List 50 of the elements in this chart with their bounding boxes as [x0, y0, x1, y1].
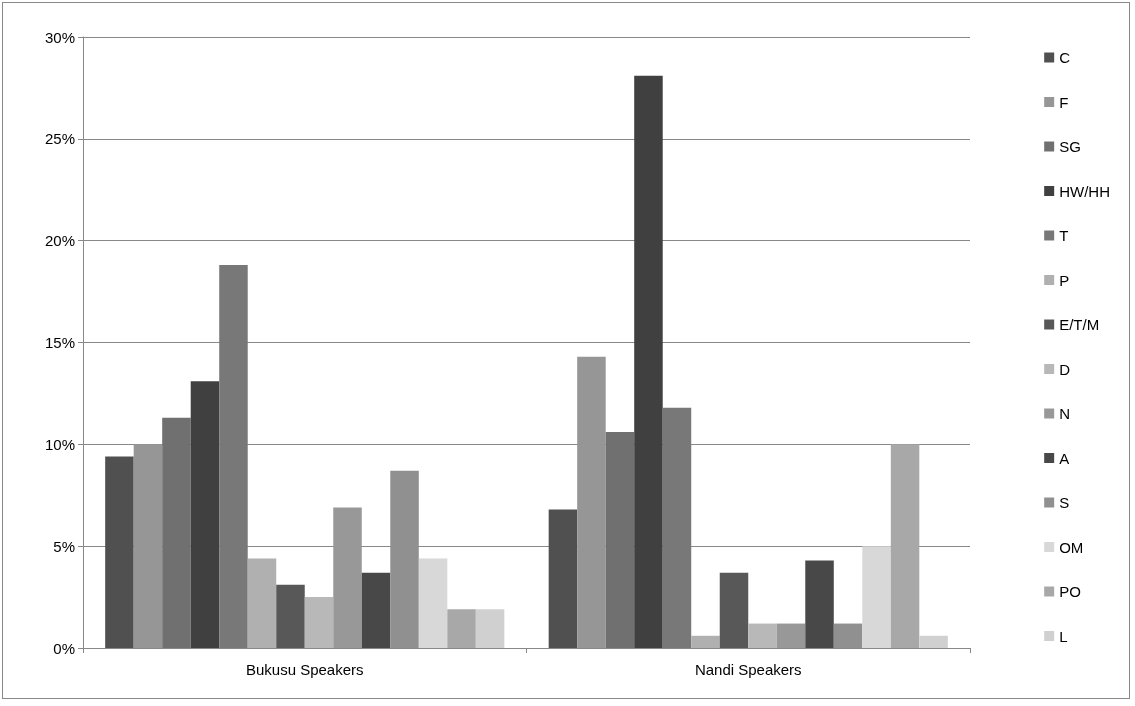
y-tick-label: 0%	[53, 639, 75, 657]
bar	[162, 417, 191, 648]
bar	[833, 623, 863, 648]
bar	[919, 635, 948, 648]
legend-label: C	[1059, 49, 1071, 66]
legend-label: A	[1059, 449, 1070, 467]
bar	[105, 456, 134, 648]
bar	[304, 597, 334, 648]
legend-label: S	[1059, 494, 1070, 511]
legend-label: E/T/M	[1059, 316, 1100, 333]
bar	[776, 623, 806, 648]
bar	[447, 609, 476, 648]
legend-label: T	[1059, 227, 1069, 244]
y-tick-label: 25%	[44, 130, 75, 148]
legend-label: P	[1059, 271, 1070, 289]
bar	[805, 560, 834, 648]
bar	[333, 507, 362, 648]
legend-label: F	[1059, 93, 1069, 111]
bar	[190, 381, 220, 648]
y-tick-label: 20%	[44, 232, 75, 250]
bar	[662, 407, 692, 648]
bar	[748, 623, 777, 648]
legend-label: D	[1059, 360, 1071, 378]
legend-label: SG	[1059, 138, 1081, 155]
bar	[719, 572, 749, 648]
legend-label: N	[1059, 405, 1071, 422]
y-tick-label: 30%	[44, 28, 75, 46]
y-tick-label: 15%	[44, 334, 75, 351]
bar	[219, 265, 248, 648]
bar	[247, 558, 277, 648]
x-tick-label: Bukusu Speakers	[245, 661, 364, 678]
bar	[691, 635, 720, 648]
bar	[890, 444, 920, 648]
legend-label: PO	[1059, 583, 1081, 600]
bar	[133, 444, 163, 648]
bar	[475, 609, 505, 648]
bar	[634, 75, 663, 648]
bar	[577, 356, 606, 648]
bar	[862, 546, 891, 648]
x-tick-label: Nandi Speakers	[694, 661, 802, 678]
y-tick-label: 10%	[44, 435, 75, 453]
legend-label: HW/HH	[1059, 182, 1111, 200]
bar	[605, 432, 635, 648]
legend-label: L	[1059, 627, 1068, 645]
bar	[361, 572, 391, 648]
bar	[418, 558, 448, 648]
bar	[548, 509, 578, 648]
legend-label: OM	[1059, 538, 1084, 556]
y-tick-label: 5%	[53, 537, 75, 555]
bar	[276, 584, 305, 648]
